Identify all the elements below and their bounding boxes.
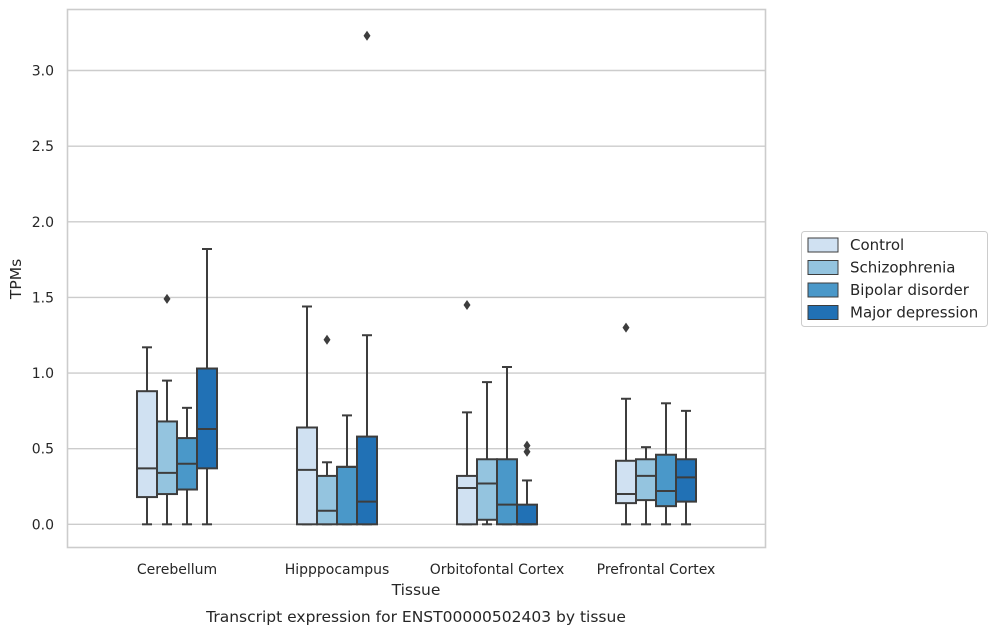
- y-tick-label: 3.0: [32, 64, 54, 80]
- box: [615, 459, 637, 505]
- legend-swatch: [807, 282, 839, 298]
- y-tick-label: 2.5: [32, 139, 54, 155]
- box: [196, 367, 218, 470]
- plot-frame: [66, 8, 767, 549]
- outlier-point: [463, 299, 471, 310]
- legend-label: Schizophrenia: [850, 259, 955, 277]
- y-tick-labels: 0.0 0.5 1.0 1.5 2.0 2.5 3.0: [32, 64, 54, 534]
- box-group: [136, 346, 158, 526]
- y-axis-title: TPMs: [7, 259, 25, 300]
- box-group: [176, 406, 198, 526]
- box: [156, 420, 178, 496]
- y-tick-label: 1.0: [32, 366, 54, 382]
- box-group: [655, 402, 677, 526]
- box-group: [356, 30, 378, 526]
- box: [655, 453, 677, 508]
- box: [476, 458, 498, 521]
- x-tick-label: Hipppocampus: [285, 562, 390, 578]
- y-tick-label: 0.5: [32, 442, 54, 458]
- box-group: [635, 446, 657, 526]
- box: [635, 458, 657, 502]
- box-group: [615, 322, 637, 526]
- box-group: [296, 305, 318, 526]
- box: [496, 458, 518, 526]
- box-group: [336, 414, 358, 526]
- legend-label: Bipolar disorder: [850, 281, 970, 299]
- box: [356, 435, 378, 526]
- x-tick-label: Prefrontal Cortex: [597, 562, 716, 578]
- legend-label: Major depression: [850, 304, 978, 322]
- box-group: [196, 248, 218, 526]
- chart-title: Transcript expression for ENST0000050240…: [205, 608, 626, 626]
- legend-swatch: [807, 237, 839, 253]
- legend: Control Schizophrenia Bipolar disorder Majo…: [801, 231, 988, 327]
- legend-swatch: [807, 260, 839, 275]
- box: [516, 503, 538, 526]
- box-group: [675, 409, 697, 526]
- legend-frame: [801, 231, 988, 327]
- outlier-point: [523, 446, 531, 457]
- x-tick-label: Cerebellum: [137, 562, 217, 578]
- box-group: [156, 293, 178, 526]
- box-group: [316, 334, 338, 526]
- x-axis-title: Tissue: [391, 581, 441, 599]
- outlier-point: [363, 30, 371, 41]
- box: [675, 458, 697, 503]
- legend-swatch: [807, 305, 839, 320]
- x-tick-labels: Cerebellum Hipppocampus Orbitofontal Corte…: [137, 562, 715, 578]
- box-group: [476, 381, 498, 526]
- box: [296, 426, 318, 526]
- box: [316, 474, 338, 526]
- outlier-point: [323, 334, 331, 345]
- y-tick-label: 0.0: [32, 517, 54, 533]
- legend-label: Control: [850, 236, 904, 254]
- box-group: [516, 440, 538, 526]
- box: [456, 474, 478, 526]
- box: [136, 390, 158, 499]
- x-tick-label: Orbitofontal Cortex: [430, 562, 565, 578]
- y-tick-label: 2.0: [32, 215, 54, 231]
- box-group: [456, 299, 478, 526]
- y-tick-label: 1.5: [32, 290, 54, 306]
- outlier-point: [622, 322, 630, 333]
- box-group: [496, 365, 518, 526]
- boxes: [136, 30, 697, 526]
- box: [336, 465, 358, 526]
- outlier-point: [523, 440, 531, 451]
- outlier-point: [163, 293, 171, 304]
